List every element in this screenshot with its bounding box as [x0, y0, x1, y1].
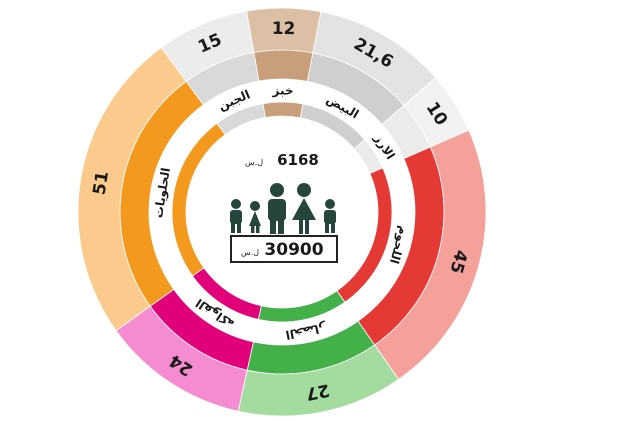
family-icon	[230, 183, 336, 234]
inner-ring-slice-5	[257, 290, 346, 323]
category-label-1: خبز	[272, 83, 294, 97]
outer-total-value: 30900	[264, 240, 323, 260]
inner-ring-slice-7	[171, 122, 226, 277]
inner-ring-slice-8	[216, 103, 266, 136]
value-label-5: 27	[304, 379, 331, 403]
inner-ring-slice-4	[336, 167, 393, 303]
outer-total-box	[230, 235, 338, 263]
center-summary: 6168 ل.س	[230, 151, 338, 263]
outer-ring-slice-8	[160, 10, 255, 82]
middle-ring-slice-1	[253, 49, 314, 82]
value-label-1: 12	[272, 19, 296, 39]
inner-ring-slice-1	[262, 101, 304, 119]
outer-total-unit: ل.س	[241, 248, 259, 257]
value-label-7: 51	[90, 170, 113, 197]
inner-total-value: 6168	[277, 151, 319, 169]
inner-total-unit: ل.س	[245, 158, 263, 167]
chart-rings	[77, 7, 487, 417]
